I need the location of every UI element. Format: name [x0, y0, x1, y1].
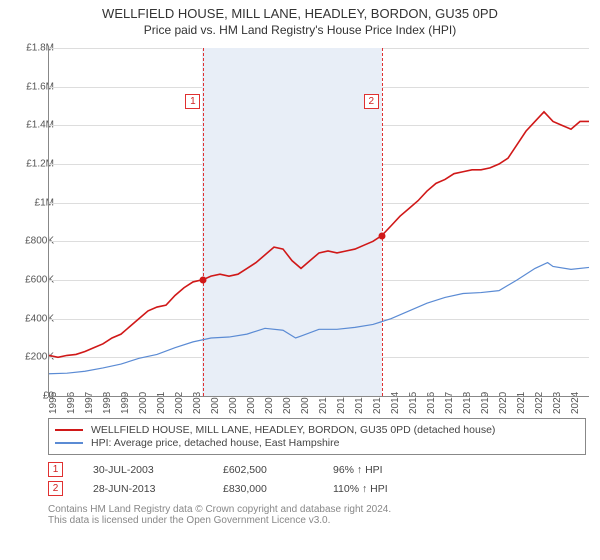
footer-attribution: Contains HM Land Registry data © Crown c…	[48, 504, 586, 526]
chart-title-line2: Price paid vs. HM Land Registry's House …	[0, 21, 600, 37]
footer-line1: Contains HM Land Registry data © Crown c…	[48, 504, 586, 515]
legend-item-hpi: HPI: Average price, detached house, East…	[55, 437, 579, 449]
event-marker-1: 1	[185, 94, 200, 109]
sale-dot	[378, 232, 385, 239]
series-line-hpi	[49, 263, 589, 374]
legend-box: WELLFIELD HOUSE, MILL LANE, HEADLEY, BOR…	[48, 418, 586, 455]
sale-date: 30-JUL-2003	[93, 464, 193, 476]
sale-date: 28-JUN-2013	[93, 483, 193, 495]
sale-marker-2: 2	[48, 481, 63, 496]
legend-swatch-property	[55, 429, 83, 431]
sale-price: £602,500	[223, 464, 303, 476]
chart-title-line1: WELLFIELD HOUSE, MILL LANE, HEADLEY, BOR…	[0, 6, 600, 21]
sales-table: 1 30-JUL-2003 £602,500 96% ↑ HPI 2 28-JU…	[48, 460, 586, 498]
sale-pct: 110% ↑ HPI	[333, 483, 443, 495]
event-marker-2: 2	[364, 94, 379, 109]
sale-price: £830,000	[223, 483, 303, 495]
legend-label-hpi: HPI: Average price, detached house, East…	[91, 437, 339, 449]
legend-item-property: WELLFIELD HOUSE, MILL LANE, HEADLEY, BOR…	[55, 424, 579, 436]
legend-swatch-hpi	[55, 442, 83, 444]
chart-plot-area: 12	[48, 48, 589, 397]
legend-label-property: WELLFIELD HOUSE, MILL LANE, HEADLEY, BOR…	[91, 424, 495, 436]
footer-line2: This data is licensed under the Open Gov…	[48, 515, 586, 526]
sale-dot	[200, 276, 207, 283]
sales-row: 2 28-JUN-2013 £830,000 110% ↑ HPI	[48, 479, 586, 498]
sale-pct: 96% ↑ HPI	[333, 464, 443, 476]
sale-marker-1: 1	[48, 462, 63, 477]
sales-row: 1 30-JUL-2003 £602,500 96% ↑ HPI	[48, 460, 586, 479]
series-line-property	[49, 112, 589, 358]
